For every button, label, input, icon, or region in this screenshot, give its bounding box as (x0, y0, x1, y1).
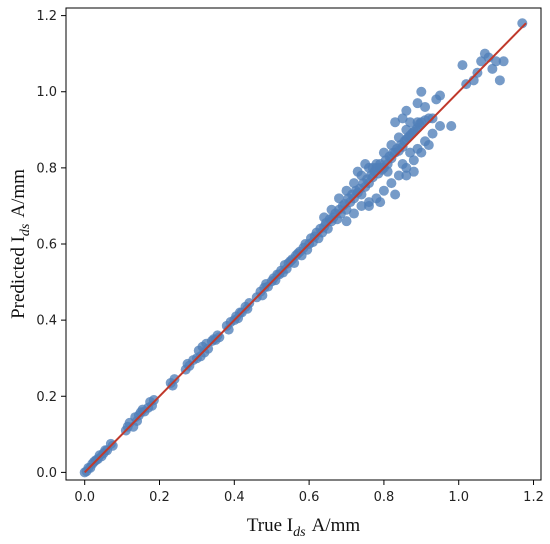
data-point (435, 121, 446, 131)
data-point (494, 75, 505, 86)
data-point (446, 121, 457, 131)
y-tick-label: 0.4 (36, 314, 57, 329)
y-axis-title: Predicted Ids A/mm (8, 169, 33, 319)
data-point (401, 124, 412, 135)
data-point (244, 298, 255, 308)
data-point (363, 200, 374, 211)
x-axis-title-subscript: ds (293, 525, 306, 540)
x-axis-title-main: True I (247, 515, 293, 536)
data-point (169, 374, 180, 385)
data-point (375, 197, 386, 208)
x-axis-title-unit: A/mm (312, 515, 361, 536)
x-tick-label: 0.2 (149, 490, 170, 505)
y-axis-title-unit: A/mm (8, 169, 29, 218)
data-point (397, 159, 408, 170)
data-point (378, 185, 389, 196)
y-tick-label: 0.2 (36, 390, 57, 405)
data-point (360, 159, 371, 170)
data-point (319, 212, 330, 223)
x-tick-label: 0.8 (374, 490, 395, 505)
data-point (420, 136, 431, 147)
data-point (412, 117, 423, 128)
data-point (408, 155, 419, 166)
x-axis-ticks: 0.0 0.2 0.4 0.6 0.8 1.0 1.2 (74, 480, 544, 505)
data-point (420, 101, 431, 112)
data-point (326, 204, 337, 215)
data-point (405, 117, 416, 128)
data-point (382, 166, 393, 177)
x-axis-title: True Ids A/mm (247, 515, 361, 540)
data-point (416, 86, 427, 97)
y-axis-title-subscript: ds (18, 223, 33, 236)
data-point (397, 113, 408, 124)
data-point (412, 98, 423, 109)
y-tick-label: 0.8 (36, 161, 57, 176)
data-point (491, 56, 502, 67)
y-tick-label: 1.0 (36, 85, 57, 100)
data-point (405, 147, 416, 158)
data-point (341, 185, 352, 196)
data-point (393, 132, 404, 143)
data-point (348, 208, 359, 219)
data-point (401, 105, 412, 116)
x-tick-label: 1.0 (448, 490, 469, 505)
data-point (341, 216, 352, 227)
y-axis-ticks: 0.0 0.2 0.4 0.6 0.8 1.0 1.2 (36, 9, 66, 481)
data-point (352, 166, 363, 177)
data-point (390, 117, 401, 128)
y-axis-title-main: Predicted I (8, 236, 29, 319)
data-point (386, 178, 397, 189)
data-point (412, 143, 423, 154)
data-point (408, 166, 419, 177)
data-point (498, 56, 509, 67)
data-point (476, 56, 487, 67)
x-tick-label: 0.4 (224, 490, 245, 505)
data-point (367, 162, 378, 173)
data-point (107, 440, 118, 451)
data-point (401, 170, 412, 181)
x-tick-label: 0.0 (74, 490, 95, 505)
data-point (214, 332, 225, 343)
data-point (435, 90, 446, 101)
data-point (487, 63, 498, 74)
data-point (356, 200, 367, 211)
fit-line (83, 22, 527, 474)
x-tick-label: 1.2 (523, 490, 544, 505)
data-point (334, 193, 345, 204)
y-tick-label: 0.6 (36, 238, 57, 253)
data-point (203, 343, 214, 354)
data-point (427, 128, 438, 139)
data-point (390, 189, 401, 200)
data-point (378, 147, 389, 158)
data-point (348, 178, 359, 189)
x-tick-label: 0.6 (299, 490, 320, 505)
y-tick-label: 1.2 (36, 9, 57, 24)
data-point (148, 395, 159, 406)
data-point (393, 170, 404, 181)
data-point (386, 140, 397, 151)
y-tick-label: 0.0 (36, 466, 57, 481)
data-point (457, 60, 468, 71)
